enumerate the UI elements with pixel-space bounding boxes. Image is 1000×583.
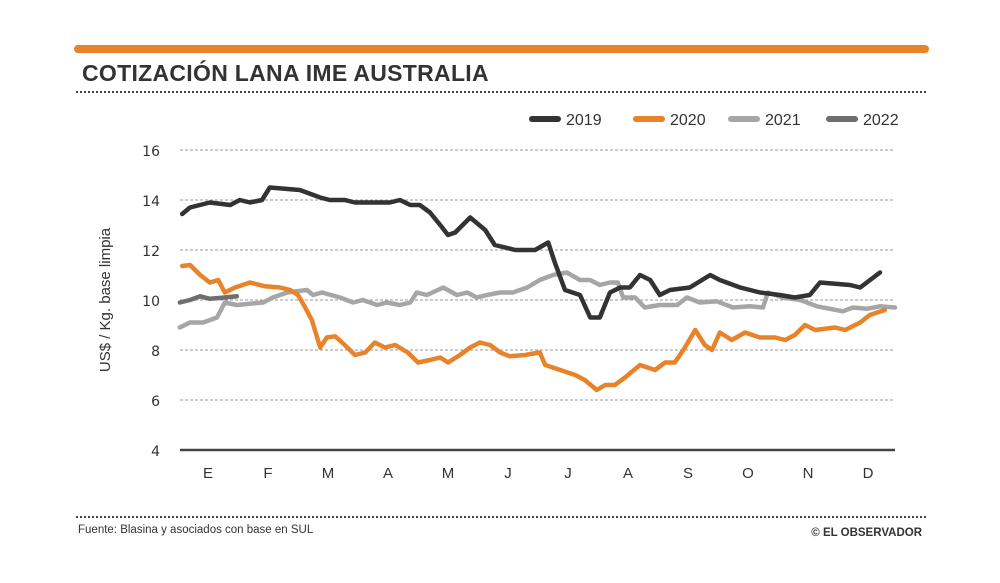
x-tick-label: J: [504, 465, 512, 482]
legend-label-2019: 2019: [566, 112, 602, 129]
x-tick-label: O: [742, 465, 754, 482]
y-tick-label: 14: [142, 194, 160, 210]
grid: [180, 149, 895, 452]
legend-label-2021: 2021: [765, 112, 801, 129]
x-tick-label: A: [623, 465, 633, 482]
legend-label-2020: 2020: [670, 112, 706, 129]
series-line-2019: [179, 185, 883, 320]
series-line-2020: [179, 262, 888, 393]
x-tick-label: J: [564, 465, 572, 482]
y-tick-label: 12: [142, 244, 160, 260]
x-tick-label: A: [383, 465, 393, 482]
legend-label-2022: 2022: [863, 112, 899, 129]
credit: © EL OBSERVADOR: [811, 527, 922, 539]
series-line-2022: [177, 294, 240, 305]
legend: 2019 2020 2021 2022: [529, 112, 899, 129]
source-note: Fuente: Blasina y asociados con base en …: [78, 524, 314, 536]
x-tick-label: D: [863, 465, 874, 482]
y-tick-label: 4: [151, 444, 160, 460]
y-tick-label: 16: [142, 144, 160, 160]
x-tick-label: F: [263, 465, 272, 482]
x-tick-label: M: [442, 465, 455, 482]
x-tick-label: S: [683, 465, 693, 482]
x-tick-label: E: [203, 465, 213, 482]
accent-bar: [74, 45, 929, 53]
y-tick-label: 6: [151, 394, 160, 410]
x-tick-label: N: [803, 465, 814, 482]
y-tick-label: 8: [151, 344, 160, 360]
x-tick-label: M: [322, 465, 335, 482]
y-tick-label: 10: [142, 294, 160, 310]
series-line-2021: [177, 270, 898, 330]
y-axis-label: US$ / Kg. base limpia: [97, 227, 114, 372]
chart-title: COTIZACIÓN LANA IME AUSTRALIA: [82, 59, 489, 86]
y-axis: 4 6 8 10 12 14 16: [142, 144, 160, 460]
series-lines: [177, 185, 898, 393]
